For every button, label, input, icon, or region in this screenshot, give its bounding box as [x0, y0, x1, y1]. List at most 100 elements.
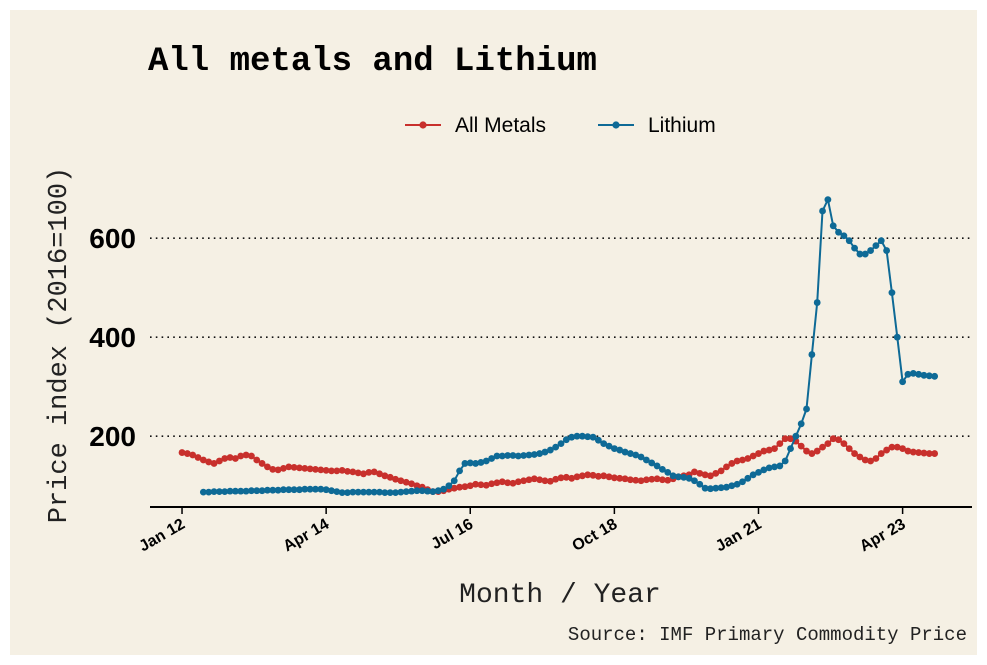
series [178, 435, 939, 496]
point [402, 488, 410, 496]
point [296, 464, 303, 472]
point [226, 487, 234, 495]
point [210, 460, 218, 467]
point [867, 247, 874, 254]
point [701, 471, 709, 479]
point [925, 450, 933, 457]
point [328, 467, 335, 475]
point [397, 477, 405, 485]
point [242, 487, 250, 495]
point [717, 467, 725, 475]
point [781, 457, 789, 465]
point [290, 486, 298, 494]
point [840, 440, 848, 448]
point [578, 472, 586, 480]
point [712, 469, 720, 477]
point [376, 470, 383, 478]
point [525, 451, 533, 459]
point [258, 487, 266, 495]
point [274, 466, 282, 474]
point [691, 468, 698, 476]
point [301, 485, 309, 493]
point [189, 451, 197, 459]
point [899, 445, 907, 452]
point [904, 447, 912, 455]
point [701, 484, 709, 492]
point [344, 467, 351, 475]
point [183, 450, 191, 457]
point [226, 454, 234, 461]
point [354, 488, 362, 496]
point [541, 448, 549, 456]
point [344, 489, 351, 497]
point [813, 447, 821, 455]
point [717, 484, 725, 492]
point [232, 487, 239, 495]
y-tick-label: 600 [89, 223, 136, 254]
point [349, 468, 357, 476]
point [829, 435, 837, 443]
legend-label: All Metals [455, 114, 546, 137]
point [365, 488, 373, 496]
point [520, 452, 528, 459]
point [813, 299, 821, 306]
point [648, 475, 656, 483]
point [562, 473, 570, 481]
point [520, 477, 528, 485]
point [851, 450, 858, 457]
point [573, 473, 581, 481]
point [755, 468, 762, 476]
point [568, 433, 576, 441]
point [429, 488, 437, 496]
point [408, 480, 415, 488]
point [749, 452, 757, 460]
point [797, 442, 805, 450]
point [253, 487, 261, 495]
point [493, 479, 501, 487]
point [594, 436, 602, 444]
point [370, 488, 378, 496]
legend-marker [612, 121, 620, 129]
point [392, 489, 399, 497]
point [755, 450, 762, 457]
point [840, 232, 848, 240]
point [685, 474, 693, 482]
point [664, 476, 672, 484]
point [424, 487, 431, 495]
point [771, 463, 778, 471]
point [536, 476, 544, 484]
point [440, 485, 447, 493]
point [498, 452, 506, 460]
point [360, 470, 367, 478]
point [787, 435, 794, 443]
point [915, 370, 923, 378]
point [605, 442, 613, 450]
point [765, 446, 773, 454]
point [264, 463, 271, 471]
point [504, 479, 512, 487]
point [925, 372, 933, 380]
point [392, 475, 399, 483]
point [835, 436, 842, 444]
point [696, 469, 704, 477]
point [749, 471, 757, 479]
point [920, 449, 928, 457]
point [643, 456, 650, 464]
point [269, 465, 277, 473]
point [280, 486, 287, 494]
point [477, 459, 485, 466]
point [509, 452, 517, 459]
point [488, 455, 496, 462]
point [696, 480, 704, 488]
point [621, 448, 629, 456]
point [669, 472, 677, 480]
point [349, 488, 357, 496]
point [877, 450, 885, 457]
point [664, 468, 672, 476]
point [466, 459, 474, 467]
point [312, 485, 319, 493]
point [723, 483, 730, 491]
point [739, 456, 746, 464]
point [514, 452, 522, 460]
point [739, 478, 746, 486]
